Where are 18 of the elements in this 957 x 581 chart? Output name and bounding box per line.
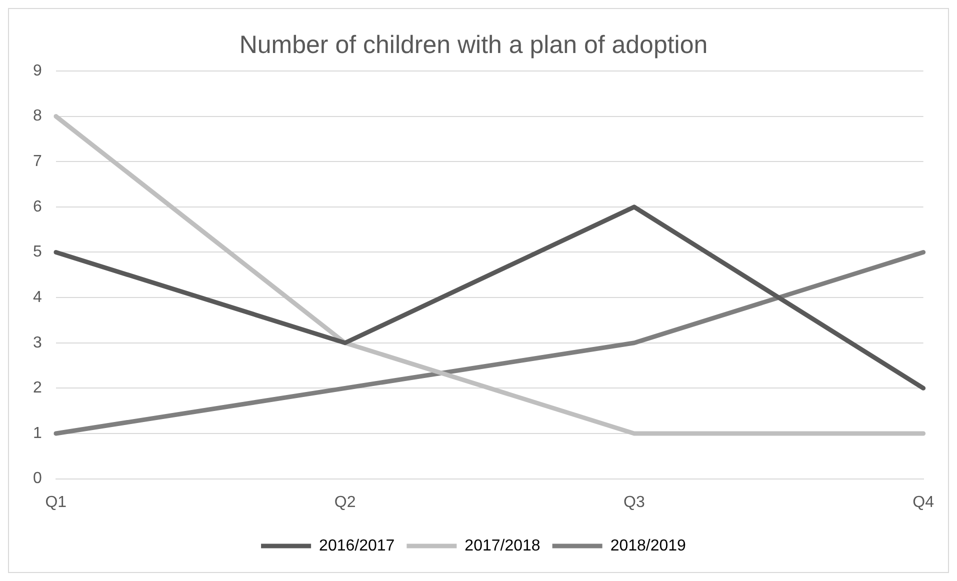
y-tick-label: 1 — [32, 424, 42, 442]
y-tick-label: 8 — [32, 108, 42, 125]
y-tick-label: 2 — [32, 380, 42, 397]
legend-label: 2017/2018 — [464, 537, 540, 554]
x-tick-label: Q2 — [334, 494, 356, 511]
y-tick-label: 0 — [32, 470, 42, 488]
x-tick-label: Q1 — [45, 494, 67, 511]
chart-title: Number of children with a plan of adoption — [239, 30, 708, 59]
y-tick-label: 9 — [32, 62, 42, 80]
y-tick-label: 3 — [32, 334, 42, 352]
legend-label: 2016/2017 — [319, 537, 395, 554]
y-tick-label: 7 — [32, 153, 42, 170]
y-tick-label: 5 — [32, 244, 42, 261]
x-tick-label: Q3 — [624, 494, 645, 511]
legend-label: 2018/2019 — [610, 537, 686, 554]
y-tick-label: 6 — [32, 198, 42, 216]
y-tick-label: 4 — [32, 288, 42, 306]
x-tick-label: Q4 — [912, 494, 934, 511]
